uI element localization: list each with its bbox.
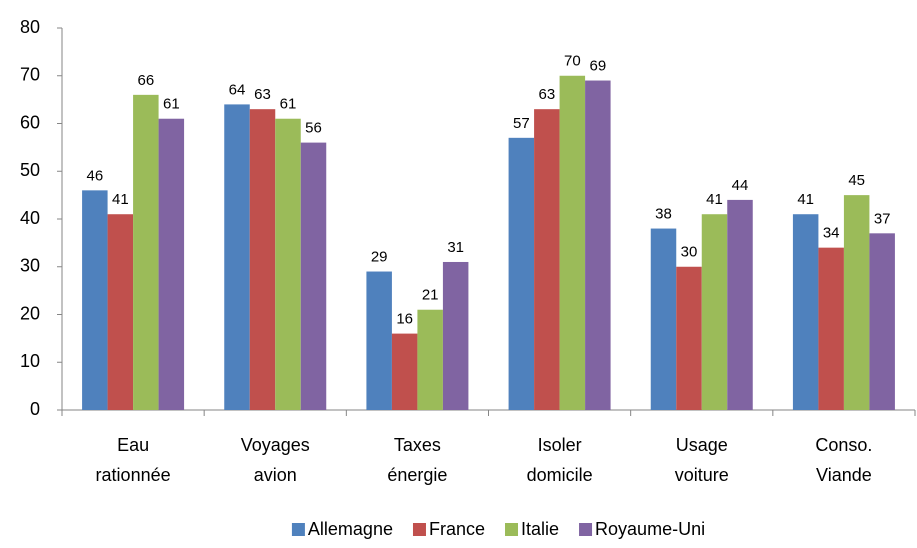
bar — [869, 233, 895, 410]
value-label: 64 — [229, 81, 246, 98]
bar — [559, 75, 586, 410]
bar — [133, 94, 159, 410]
bar — [82, 190, 108, 410]
y-tick-label: 50 — [20, 160, 40, 180]
bar — [158, 118, 185, 410]
x-tick-label-line: Voyages — [241, 435, 310, 455]
value-label: 16 — [396, 311, 413, 328]
value-label: 38 — [655, 206, 672, 223]
x-tick-label-line: Usage — [676, 435, 728, 455]
legend-label: Allemagne — [308, 519, 393, 539]
bar — [534, 109, 560, 411]
y-tick-label: 60 — [20, 112, 40, 132]
value-label: 41 — [112, 191, 129, 208]
bar — [701, 214, 728, 410]
bar — [391, 333, 418, 410]
bar — [585, 80, 611, 411]
x-tick-label-line: Taxes — [394, 435, 441, 455]
value-label: 66 — [137, 72, 154, 89]
y-tick-label: 10 — [20, 351, 40, 371]
value-label: 41 — [797, 191, 814, 208]
value-label: 41 — [706, 191, 723, 208]
y-tick-label: 70 — [20, 65, 40, 85]
value-label: 56 — [305, 120, 322, 137]
y-tick-label: 20 — [20, 303, 40, 323]
x-tick-label: Usage voiture — [675, 435, 729, 485]
value-label: 30 — [681, 244, 698, 261]
x-tick-label-line: rationnée — [96, 465, 171, 485]
bar — [249, 109, 276, 411]
bar — [275, 118, 301, 410]
value-label: 31 — [447, 239, 464, 256]
x-tick-label-line: Conso. — [815, 435, 872, 455]
value-label: 45 — [848, 172, 865, 189]
y-tick-label: 30 — [20, 256, 40, 276]
value-label: 63 — [538, 86, 555, 103]
bar — [300, 142, 327, 410]
x-tick-label-line: voiture — [675, 465, 729, 485]
legend-label: Royaume-Uni — [595, 519, 705, 539]
value-label: 29 — [371, 248, 388, 265]
bar — [508, 137, 535, 410]
legend: Allemagne France Italie Royaume-Uni — [291, 519, 705, 539]
bar — [792, 214, 819, 410]
value-label: 69 — [589, 57, 606, 74]
value-label: 63 — [254, 86, 271, 103]
bar — [676, 266, 702, 410]
legend-swatch — [579, 523, 593, 536]
bar — [417, 309, 443, 410]
x-tick-label: Voyages avion — [241, 435, 310, 485]
bar — [818, 247, 844, 410]
bar — [843, 195, 870, 410]
x-tick-label: Conso. Viande — [815, 435, 872, 485]
legend-label: Italie — [521, 519, 559, 539]
x-tick-label-line: domicile — [527, 465, 593, 485]
y-tick-label: 80 — [20, 17, 40, 37]
value-label: 57 — [513, 115, 530, 132]
x-tick-label-line: énergie — [387, 465, 447, 485]
value-label: 37 — [874, 210, 891, 227]
value-label: 46 — [86, 167, 103, 184]
x-tick-label: Eau rationnée — [96, 435, 171, 485]
bar — [650, 228, 677, 410]
bar — [224, 104, 250, 411]
y-tick-label: 0 — [30, 399, 40, 419]
x-tick-label-line: avion — [254, 465, 297, 485]
value-label: 44 — [732, 177, 749, 194]
x-tick-label: Isoler domicile — [527, 435, 593, 485]
value-label: 21 — [422, 287, 439, 304]
x-tick-label-line: Viande — [816, 465, 872, 485]
value-label: 70 — [564, 53, 581, 70]
bar — [107, 214, 134, 410]
x-tick-label: Taxes énergie — [387, 435, 447, 485]
legend-swatch — [291, 523, 305, 536]
value-label: 61 — [280, 96, 297, 113]
bar — [442, 261, 469, 410]
bar — [366, 271, 392, 410]
bar — [727, 199, 753, 410]
legend-swatch — [412, 523, 426, 536]
legend-swatch — [505, 523, 519, 536]
legend-label: France — [429, 519, 485, 539]
value-label: 34 — [823, 225, 840, 242]
x-tick-label-line: Isoler — [538, 435, 582, 455]
y-tick-label: 40 — [20, 208, 40, 228]
value-label: 61 — [163, 96, 180, 113]
x-tick-label-line: Eau — [117, 435, 149, 455]
